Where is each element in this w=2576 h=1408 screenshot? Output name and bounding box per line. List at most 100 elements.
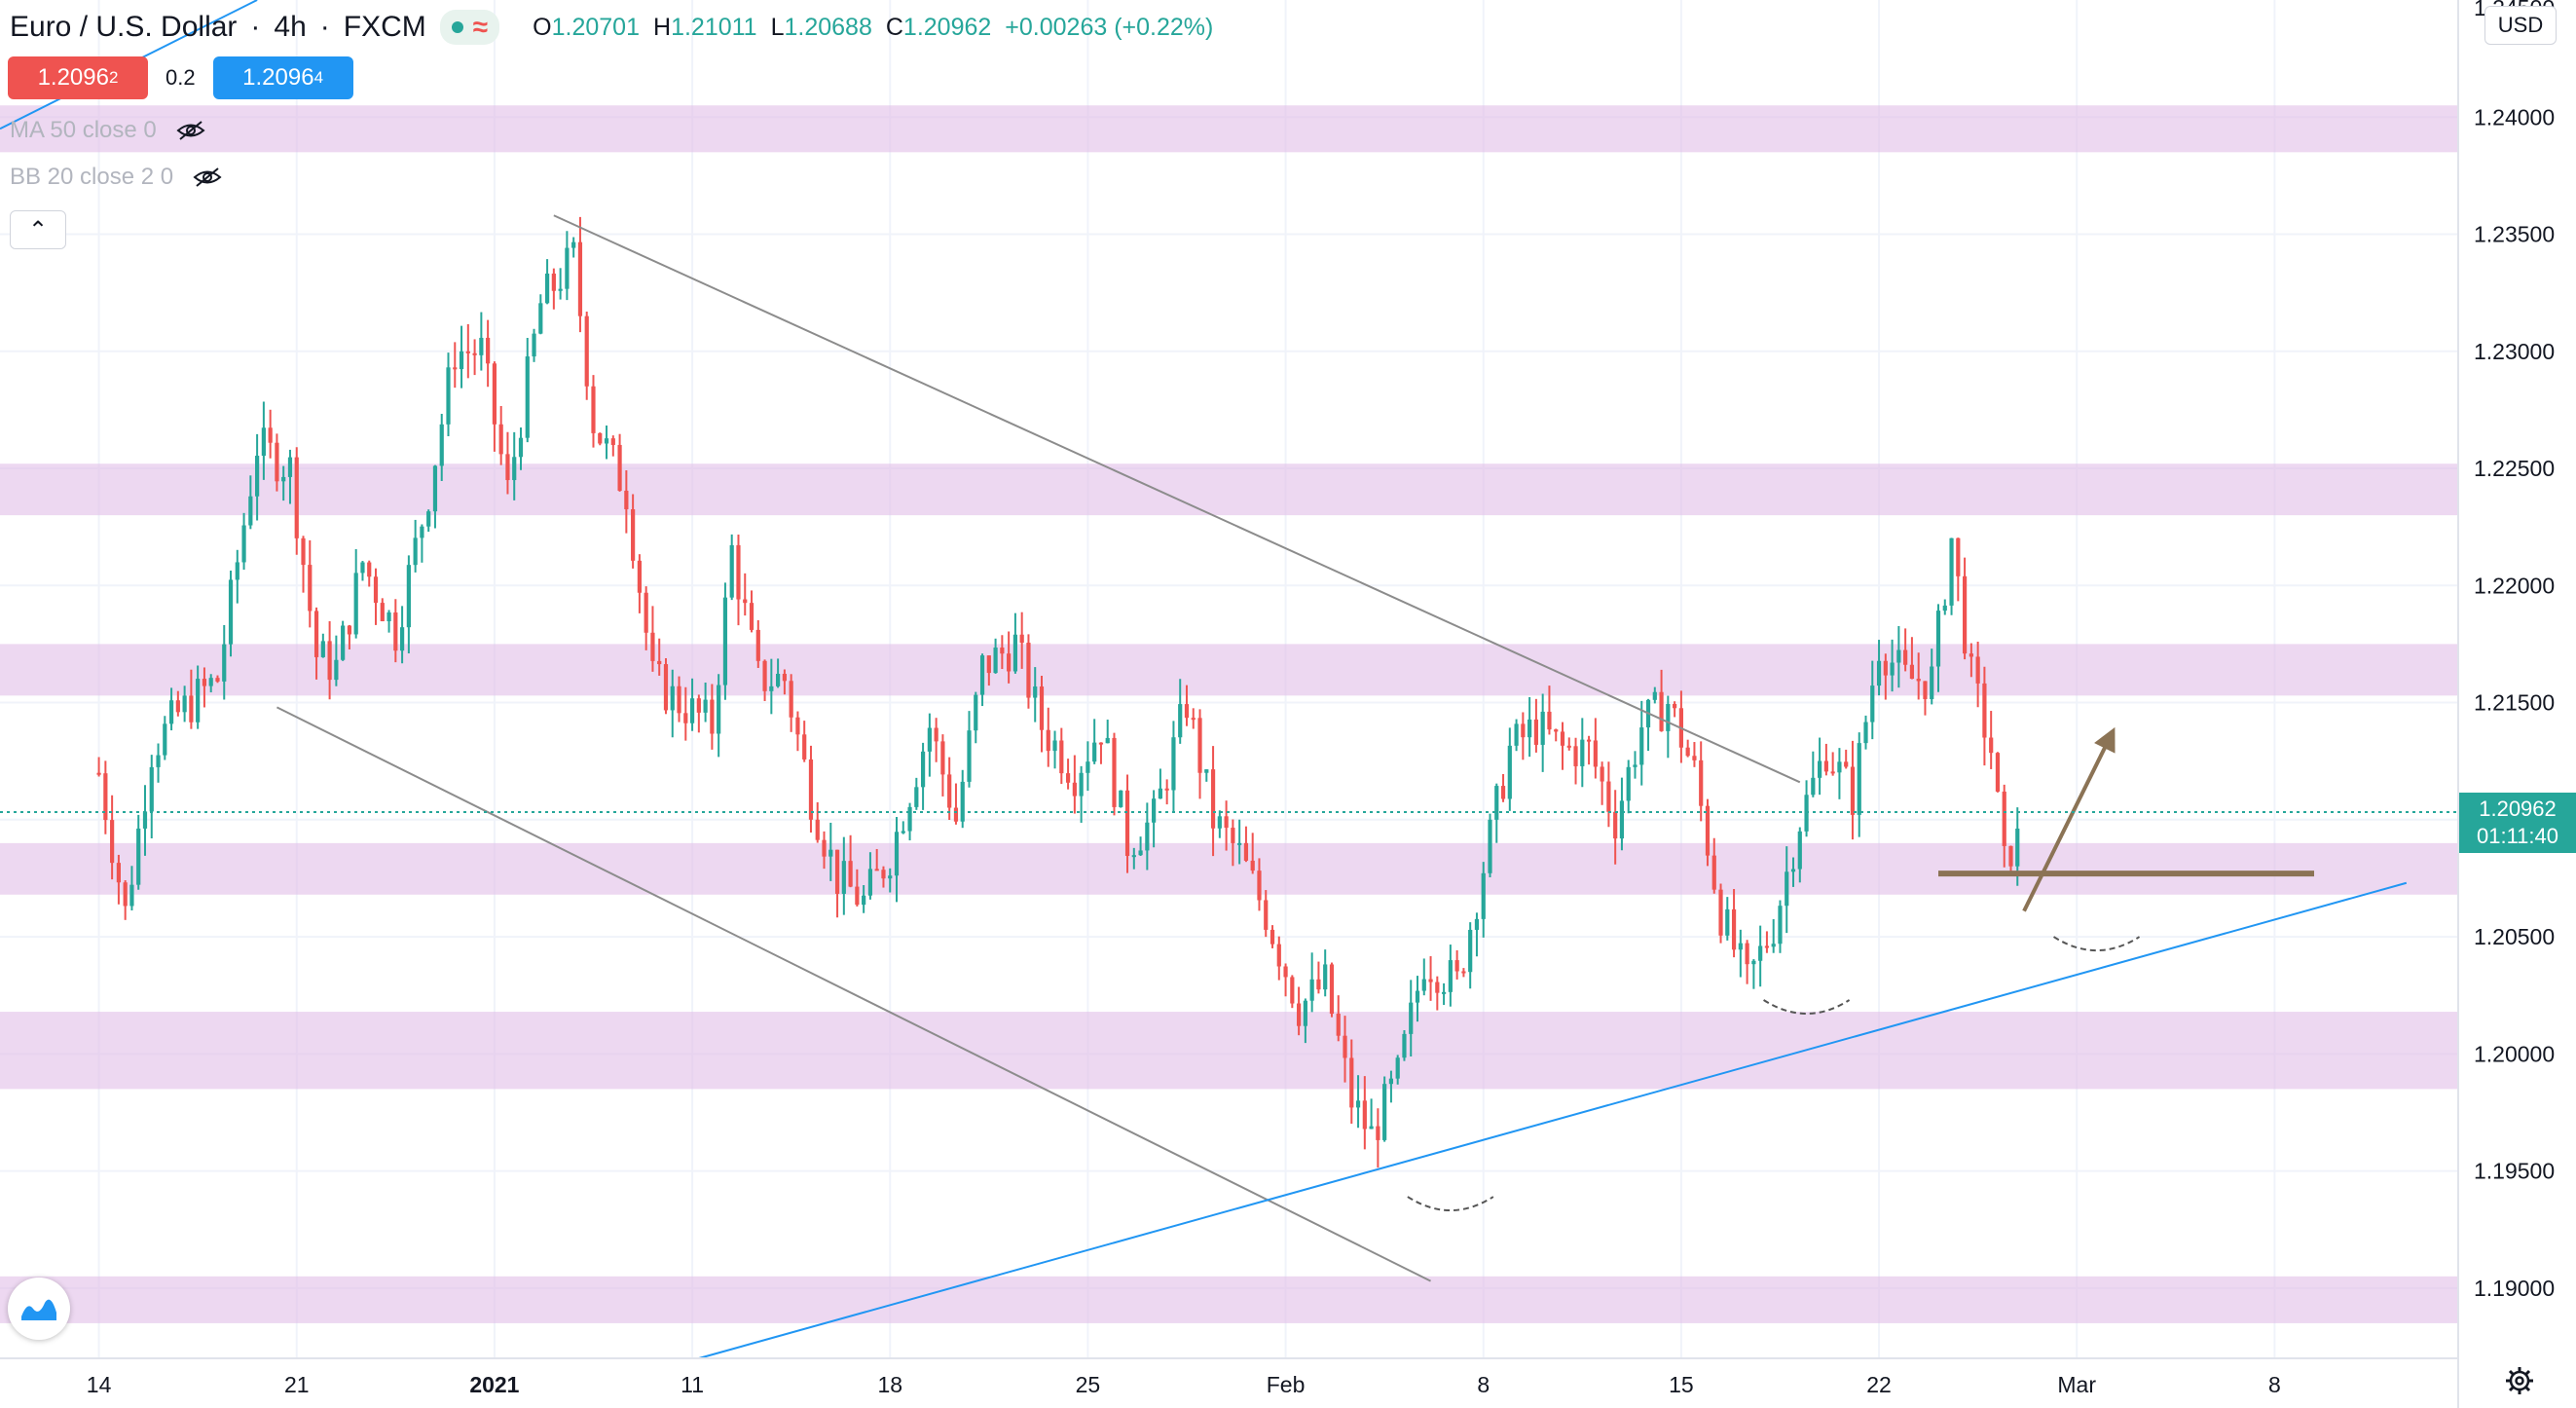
market-status-pill[interactable]: ≈ (439, 10, 500, 45)
time-tick-label: Mar (2057, 1372, 2096, 1397)
candle-body (432, 465, 438, 512)
indicator-ma[interactable]: MA 50 close 0 (10, 117, 205, 144)
candle-body (584, 315, 589, 387)
candle-body (1124, 790, 1130, 857)
candle-body (1745, 943, 1749, 965)
candle-body (1896, 649, 1901, 663)
candle-body (1297, 1003, 1302, 1026)
candle-body (301, 537, 306, 566)
candle-body (1494, 786, 1499, 820)
candle-body (755, 629, 760, 661)
interval-label[interactable]: 4h (274, 11, 307, 43)
bullish-arrow (2022, 726, 2116, 912)
candle-body (175, 700, 180, 713)
candle-body (512, 457, 517, 481)
candle-body (1751, 960, 1756, 965)
indicator-bb[interactable]: BB 20 close 2 0 (10, 164, 222, 191)
candle-body (1039, 686, 1045, 730)
candle-body (1771, 944, 1776, 947)
exchange-label[interactable]: FXCM (343, 11, 426, 43)
high-value: 1.21011 (671, 13, 757, 41)
candle-body (1989, 737, 1994, 754)
candle-body (1454, 960, 1459, 972)
candle-body (729, 544, 734, 598)
candle-body (1152, 798, 1157, 823)
price-tick-label: 1.23000 (2474, 339, 2555, 364)
candle-body (360, 562, 365, 574)
candle-body (1580, 739, 1585, 766)
collapse-legend-button[interactable]: ⌃ (10, 210, 66, 249)
time-tick-label: 18 (877, 1372, 902, 1397)
candle-body (577, 241, 583, 316)
candle-body (1818, 760, 1822, 778)
time-axis[interactable]: 14 21 2021 11 18 25 Feb 8 15 22 Mar 8 (87, 1372, 2281, 1397)
price-axis[interactable]: 1.24000 1.23500 1.23000 1.22500 1.22000 1.215… (2474, 0, 2555, 1301)
currency-button[interactable]: USD (2484, 6, 2557, 45)
candle-body (1231, 828, 1235, 843)
candle-body (888, 875, 893, 879)
candle-body (1949, 537, 1954, 606)
candle-body (1863, 722, 1868, 744)
buy-button[interactable]: 1.2096 4 (212, 56, 353, 99)
chart-settings-button[interactable] (2500, 1361, 2539, 1400)
candle-body (1243, 842, 1249, 861)
candle-body (156, 755, 161, 767)
market-open-dot-icon (451, 21, 463, 33)
eye-off-icon[interactable] (176, 120, 205, 141)
candle-body (103, 773, 108, 821)
symbol-title[interactable]: Euro / U.S. Dollar (10, 11, 238, 43)
candle-body (1171, 737, 1176, 791)
candle-body (413, 537, 418, 566)
candle-body (1323, 964, 1328, 990)
candle-body (1355, 1100, 1361, 1108)
candle-body (598, 432, 603, 444)
candle-body (465, 351, 470, 353)
candle-body (116, 863, 121, 883)
candle-body (341, 625, 346, 660)
candle-body (1164, 788, 1169, 791)
tradingview-logo-button[interactable] (8, 1278, 70, 1340)
candle-body (736, 544, 741, 600)
candle-body (538, 303, 543, 334)
candle-body (1402, 1033, 1407, 1058)
candle-body (1264, 900, 1269, 930)
candle-body (841, 861, 846, 894)
candle-body (1362, 1100, 1367, 1130)
candle-body (1870, 685, 1875, 723)
candle-body (1857, 743, 1861, 815)
candle-body (123, 882, 128, 907)
candle-body (1586, 739, 1592, 742)
candle-body (1533, 719, 1539, 745)
candle-body (313, 611, 319, 657)
candle-body (1923, 681, 1928, 699)
candle-body (472, 352, 477, 355)
candle-body (624, 490, 629, 510)
candle-body (373, 576, 379, 604)
candle-body (1046, 729, 1050, 752)
candle-body (670, 685, 675, 711)
candle-body (1184, 704, 1190, 719)
candle-body (1276, 944, 1281, 967)
time-tick-label: 8 (1477, 1372, 1490, 1397)
candle-body (710, 699, 715, 734)
symbol-legend[interactable]: Euro / U.S. Dollar · 4h · FXCM ≈ O1.2070… (10, 8, 1213, 47)
candle-body (110, 820, 115, 864)
candle-body (275, 442, 279, 482)
candle-body (644, 592, 648, 633)
candle-body (1441, 991, 1447, 994)
chevron-up-icon: ⌃ (27, 216, 49, 243)
candle-body (544, 273, 550, 304)
eye-off-icon[interactable] (193, 167, 222, 188)
candle-body (551, 273, 556, 291)
candle-body (459, 351, 464, 370)
candle-body (907, 806, 912, 832)
candle-body (1145, 822, 1150, 851)
candle-body (1415, 990, 1420, 1003)
candle-body (1619, 800, 1625, 839)
candle-body (1461, 971, 1466, 974)
candle-body (953, 807, 959, 822)
sell-button[interactable]: 1.2096 2 (8, 56, 148, 99)
descending-trendline (276, 706, 1431, 1282)
candle-body (1059, 740, 1064, 774)
